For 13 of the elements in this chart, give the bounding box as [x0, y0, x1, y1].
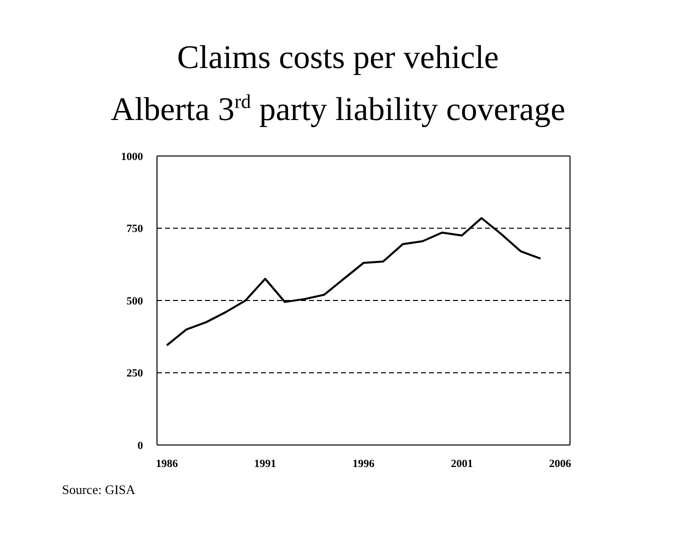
y-tick-label: 1000	[121, 150, 144, 163]
y-tick-label: 500	[126, 295, 144, 308]
x-tick-label: 1991	[254, 458, 276, 470]
y-tick-label: 250	[126, 368, 144, 380]
x-tick-label: 2006	[549, 458, 572, 470]
chart-subtitle: Alberta 3$^{rd}$ party liability coverage	[110, 91, 566, 128]
x-tick-label: 1986	[156, 458, 178, 470]
source-note: Source: GISA	[62, 482, 136, 498]
x-tick-label: 2001	[450, 458, 473, 470]
chart-title: Claims costs per vehicle	[176, 39, 500, 78]
y-tick-label: 0	[138, 440, 144, 452]
y-tick-label: 750	[126, 223, 144, 236]
x-tick-label: 1996	[352, 458, 375, 470]
